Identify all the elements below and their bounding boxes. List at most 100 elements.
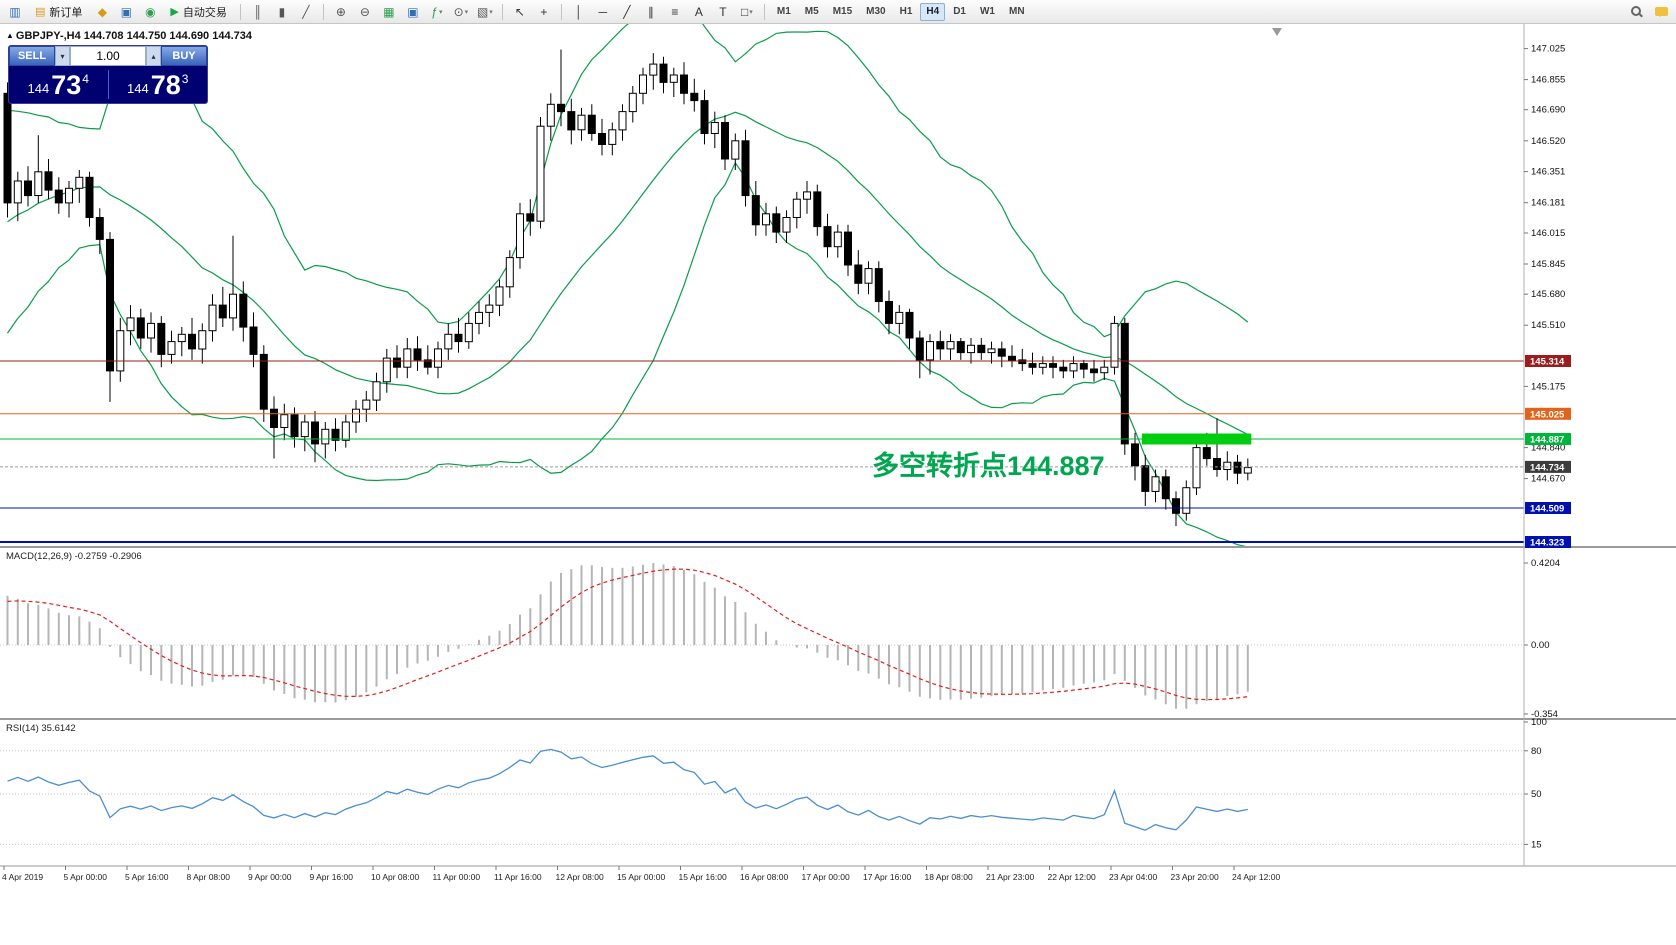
search-icon: [1631, 5, 1643, 18]
panel-separators[interactable]: [0, 24, 1676, 867]
timeframe-button-m1[interactable]: M1: [776, 5, 791, 17]
svg-text:145.025: 145.025: [1530, 409, 1565, 420]
rsi-scale-label: 80: [1531, 746, 1542, 757]
text-tool-icon[interactable]: A: [688, 2, 710, 22]
zoom-in-icon[interactable]: ⊕: [330, 2, 352, 22]
sell-price-big: 73: [51, 69, 82, 100]
autotrading-button[interactable]: ▶ 自动交易: [163, 2, 233, 22]
timeframe-button-m15[interactable]: M15: [832, 5, 853, 17]
zoom-out-icon: ⊖: [359, 4, 370, 19]
sell-button[interactable]: SELL: [9, 46, 55, 66]
bar-chart-icon[interactable]: ║: [247, 2, 269, 22]
price-marker-144.323: 144.323: [1525, 536, 1571, 549]
tick-up-icon: ▲: [6, 31, 14, 40]
time-axis-area[interactable]: [0, 866, 1676, 890]
line-chart-icon[interactable]: ╱: [295, 2, 317, 22]
time-label: 5 Apr 00:00: [64, 872, 108, 882]
timeframe-button-d1[interactable]: D1: [953, 5, 966, 17]
chart-shift-marker[interactable]: [1272, 28, 1282, 36]
macd-indicator-label: MACD(12,26,9) -0.2759 -0.2906: [6, 551, 142, 562]
price-tick-label: 147.025: [1531, 44, 1565, 55]
bear-candles: [3, 63, 1242, 514]
time-label: 23 Apr 04:00: [1109, 872, 1157, 882]
bar-chart-icon: ║: [253, 4, 263, 19]
buy-price-prefix: 144: [127, 80, 149, 96]
bull-candles: [13, 63, 1252, 514]
label-tool-icon: T: [719, 4, 727, 19]
buy-price-big: 78: [150, 69, 181, 100]
candlestick-chart-icon[interactable]: ▮: [271, 2, 293, 22]
pivot-annotation-text[interactable]: 多空转折点144.887: [872, 451, 1105, 481]
profiles-icon[interactable]: ◆: [91, 2, 113, 22]
shapes-tool-icon[interactable]: □ ▾: [736, 2, 758, 22]
time-label: 4 Apr 2019: [2, 872, 43, 882]
templates-icon[interactable]: ▧ ▾: [474, 2, 496, 22]
fibonacci-tool-icon: ≡: [671, 4, 679, 19]
tile-windows-icon[interactable]: ▣: [402, 2, 424, 22]
volume-input[interactable]: 1.00: [70, 46, 146, 66]
new-order-button-label: 新订单: [49, 6, 83, 19]
crosshair-icon[interactable]: +: [533, 2, 555, 22]
price-marker-144.509: 144.509: [1525, 502, 1571, 515]
cursor-icon[interactable]: ↖: [509, 2, 531, 22]
periods-icon[interactable]: ⊙ ▾: [450, 2, 472, 22]
rsi-panel[interactable]: [0, 719, 1676, 866]
sell-price-prefix: 144: [27, 80, 50, 96]
sell-price[interactable]: 144 73 4: [9, 66, 108, 103]
cursor-icon: ↖: [514, 4, 525, 19]
price-marker-145.025: 145.025: [1525, 407, 1571, 420]
new-order-button: ▤: [35, 6, 46, 18]
volume-increase-button[interactable]: ▴: [146, 46, 161, 66]
time-label: 15 Apr 16:00: [679, 872, 727, 882]
vertical-line-tool-icon: │: [575, 4, 583, 19]
app-chart-icon[interactable]: ▥: [4, 2, 26, 22]
highlight-rectangle[interactable]: [1141, 433, 1252, 445]
time-label: 24 Apr 12:00: [1232, 872, 1280, 882]
trendline-tool-icon[interactable]: ╱: [616, 2, 638, 22]
new-order-button[interactable]: ▤ 新订单: [28, 2, 89, 22]
buy-button[interactable]: BUY: [161, 46, 207, 66]
price-tick-label: 146.520: [1531, 136, 1565, 147]
timeframe-button-mn[interactable]: MN: [1008, 5, 1025, 17]
time-label: 8 Apr 08:00: [187, 872, 231, 882]
fibonacci-tool-icon[interactable]: ≡: [664, 2, 686, 22]
zoom-out-icon[interactable]: ⊖: [354, 2, 376, 22]
timeframe-button-h4[interactable]: H4: [920, 2, 946, 21]
market-watch-icon[interactable]: ▣: [115, 2, 137, 22]
chat-icon[interactable]: [1650, 2, 1672, 22]
timeframe-button-h1[interactable]: H1: [899, 5, 913, 17]
timeframe-button-w1[interactable]: W1: [979, 5, 995, 17]
timeframe-button-m30[interactable]: M30: [866, 5, 886, 17]
profiles-icon: ◆: [97, 4, 108, 19]
price-tick-label: 146.351: [1531, 167, 1565, 178]
navigator-icon[interactable]: ◉: [139, 2, 161, 22]
time-label: 5 Apr 16:00: [125, 872, 169, 882]
volume-decrease-button[interactable]: ▾: [55, 46, 70, 66]
svg-text:145.314: 145.314: [1530, 357, 1565, 368]
label-tool-icon[interactable]: T: [712, 2, 734, 22]
text-tool-icon: A: [694, 4, 703, 19]
time-label: 17 Apr 00:00: [802, 872, 850, 882]
sell-price-pip: 4: [82, 71, 89, 86]
macd-signal-line: [7, 568, 1248, 701]
crosshair-icon: +: [540, 4, 548, 19]
indicators-icon[interactable]: ƒ ▾: [426, 2, 448, 22]
price-tick-label: 145.510: [1531, 320, 1565, 331]
macd-panel[interactable]: [0, 547, 1676, 719]
toolbar: ▥ ▤ 新订单 ◆ ▣ ◉ ▶ 自动交易 ║ ▮ ╱ ⊕ ⊖ ▦ ▣ ƒ ▾ ⊙ ▾ ▧ ▾ ↖ + │ ─ ╱ ∥ ≡ A T □ ▾ M1 M…: [0, 0, 1676, 24]
channel-tool-icon[interactable]: ∥: [640, 2, 662, 22]
vertical-line-tool-icon[interactable]: │: [568, 2, 590, 22]
periods-icon: ⊙: [453, 4, 464, 19]
time-label: 21 Apr 23:00: [986, 872, 1034, 882]
price-tick-label: 144.840: [1531, 443, 1565, 454]
horizontal-line-tool-icon[interactable]: ─: [592, 2, 614, 22]
market-watch-icon: ▣: [120, 4, 133, 19]
buy-price[interactable]: 144 78 3: [109, 66, 208, 103]
time-label: 10 Apr 08:00: [371, 872, 419, 882]
grid-icon[interactable]: ▦: [378, 2, 400, 22]
timeframe-button-m5[interactable]: M5: [804, 5, 819, 17]
price-tick-label: 145.845: [1531, 259, 1565, 270]
search-icon[interactable]: [1626, 2, 1648, 22]
